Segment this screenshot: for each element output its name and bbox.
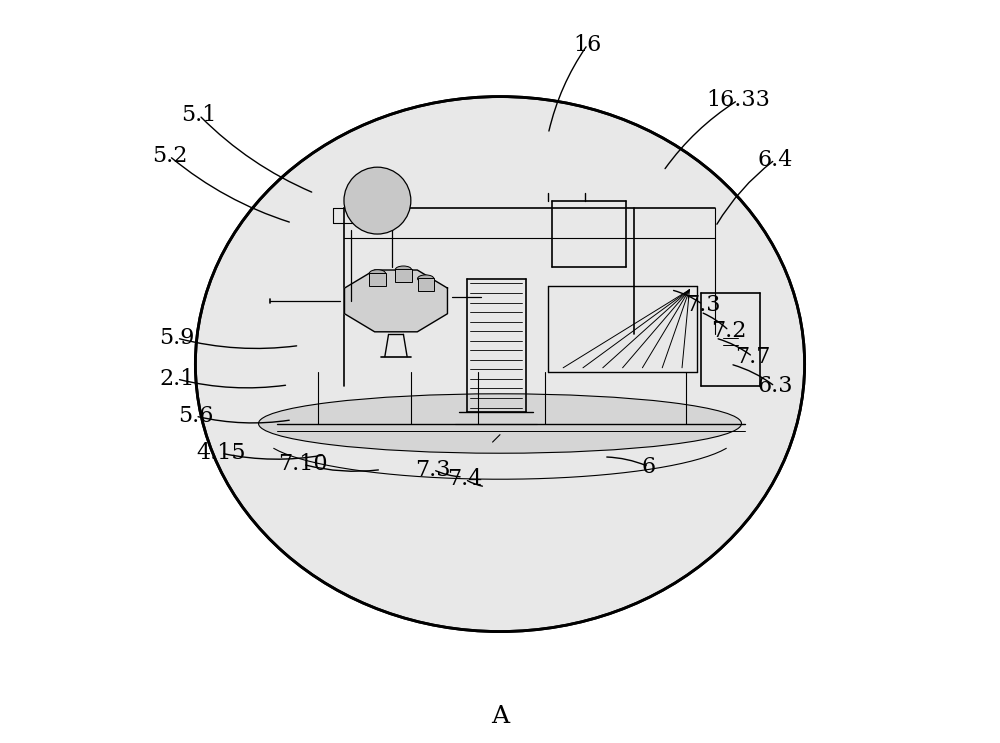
Text: 6.4: 6.4 bbox=[757, 149, 793, 171]
Polygon shape bbox=[344, 270, 447, 332]
FancyBboxPatch shape bbox=[395, 269, 412, 282]
Text: 7.7: 7.7 bbox=[735, 345, 770, 368]
FancyBboxPatch shape bbox=[418, 278, 434, 291]
Text: 7.10: 7.10 bbox=[278, 453, 328, 476]
FancyBboxPatch shape bbox=[369, 273, 386, 286]
Text: 4.15: 4.15 bbox=[197, 442, 246, 464]
Text: 5.6: 5.6 bbox=[178, 405, 213, 427]
Ellipse shape bbox=[259, 394, 741, 453]
Ellipse shape bbox=[395, 266, 412, 273]
Ellipse shape bbox=[369, 270, 386, 277]
Text: 2.1: 2.1 bbox=[159, 368, 194, 390]
Text: 7.3: 7.3 bbox=[685, 293, 721, 316]
Ellipse shape bbox=[195, 97, 805, 632]
Text: 7.3: 7.3 bbox=[415, 458, 451, 481]
Text: 16: 16 bbox=[574, 33, 602, 56]
Circle shape bbox=[344, 167, 411, 234]
Text: 6.3: 6.3 bbox=[757, 375, 793, 398]
Text: 5.9: 5.9 bbox=[159, 327, 194, 349]
Text: A: A bbox=[491, 706, 509, 728]
Text: 7.4: 7.4 bbox=[447, 468, 483, 490]
Text: 5.1: 5.1 bbox=[181, 104, 217, 126]
Text: 5.2: 5.2 bbox=[152, 145, 187, 167]
Text: 16.33: 16.33 bbox=[706, 89, 770, 111]
Text: 6: 6 bbox=[642, 455, 656, 478]
Text: 7.2: 7.2 bbox=[711, 319, 747, 342]
Ellipse shape bbox=[418, 275, 434, 282]
